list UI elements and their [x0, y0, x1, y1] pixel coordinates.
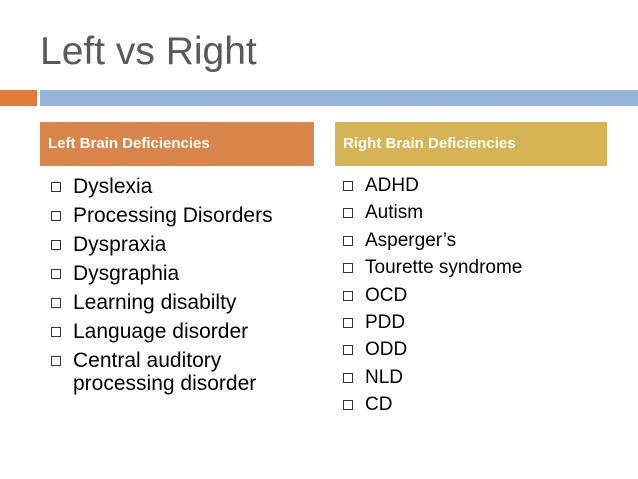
- checkbox-square-icon: [343, 181, 353, 191]
- list-item: Learning disabilty: [48, 288, 318, 317]
- list-item-label: Dyspraxia: [73, 233, 167, 256]
- checkbox-square-icon: [343, 235, 353, 246]
- left-column-header: Left Brain Deficiencies: [40, 122, 314, 166]
- checkbox-square-icon: [343, 290, 353, 301]
- list-item: Language disorder: [48, 317, 318, 346]
- accent-bar-orange: [0, 90, 37, 106]
- list-item-label: ODD: [365, 339, 408, 361]
- checkbox-square-icon: [343, 372, 353, 383]
- list-item-label: Dyslexia: [73, 175, 153, 198]
- list-item: Processing Disorders: [48, 201, 318, 230]
- checkbox-square-icon: [343, 400, 353, 411]
- list-item-label: ADHD: [365, 175, 419, 196]
- right-column-header: Right Brain Deficiencies: [335, 122, 607, 166]
- list-item: OCD: [340, 282, 610, 309]
- list-item-label: Tourette syndrome: [365, 257, 523, 279]
- checkbox-square-icon: [51, 240, 61, 250]
- list-item: NLD: [340, 364, 610, 391]
- list-item: Asperger’s: [340, 227, 610, 254]
- checkbox-square-icon: [343, 318, 353, 329]
- list-item: Dyspraxia: [48, 230, 318, 259]
- checkbox-square-icon: [343, 345, 353, 356]
- list-item: Central auditory processing disorder: [48, 346, 293, 395]
- list-item-label: NLD: [365, 366, 404, 388]
- list-item-label: PDD: [365, 312, 406, 334]
- checkbox-square-icon: [51, 182, 61, 192]
- checkbox-square-icon: [51, 211, 61, 221]
- list-item-label: Autism: [365, 202, 424, 224]
- list-item-label: Language disorder: [73, 320, 249, 343]
- list-item: ODD: [340, 336, 610, 363]
- list-item-label: Dysgraphia: [73, 262, 180, 285]
- list-item-label: Processing Disorders: [73, 204, 273, 227]
- checkbox-square-icon: [51, 298, 61, 308]
- list-item-label: Asperger’s: [365, 229, 457, 251]
- list-item: PDD: [340, 309, 610, 336]
- checkbox-square-icon: [51, 327, 61, 337]
- checkbox-square-icon: [343, 263, 353, 274]
- right-deficiency-list: ADHD Autism Asperger’s Tourette syndrome…: [340, 172, 610, 419]
- list-item: CD: [340, 391, 610, 418]
- checkbox-square-icon: [51, 356, 61, 366]
- list-item-label: OCD: [365, 284, 408, 306]
- list-item: Autism: [340, 199, 610, 226]
- list-item: Dysgraphia: [48, 259, 318, 288]
- slide-title: Left vs Right: [40, 30, 257, 73]
- checkbox-square-icon: [343, 208, 353, 219]
- accent-bar-blue: [40, 90, 638, 106]
- list-item-label: Central auditory processing disorder: [73, 349, 257, 395]
- list-item-label: Learning disabilty: [73, 291, 237, 314]
- checkbox-square-icon: [51, 269, 61, 279]
- list-item: Dyslexia: [48, 172, 318, 201]
- left-deficiency-list: Dyslexia Processing Disorders Dyspraxia …: [48, 172, 318, 395]
- list-item-label: CD: [365, 394, 393, 416]
- list-item: ADHD: [340, 172, 610, 199]
- list-item: Tourette syndrome: [340, 254, 610, 281]
